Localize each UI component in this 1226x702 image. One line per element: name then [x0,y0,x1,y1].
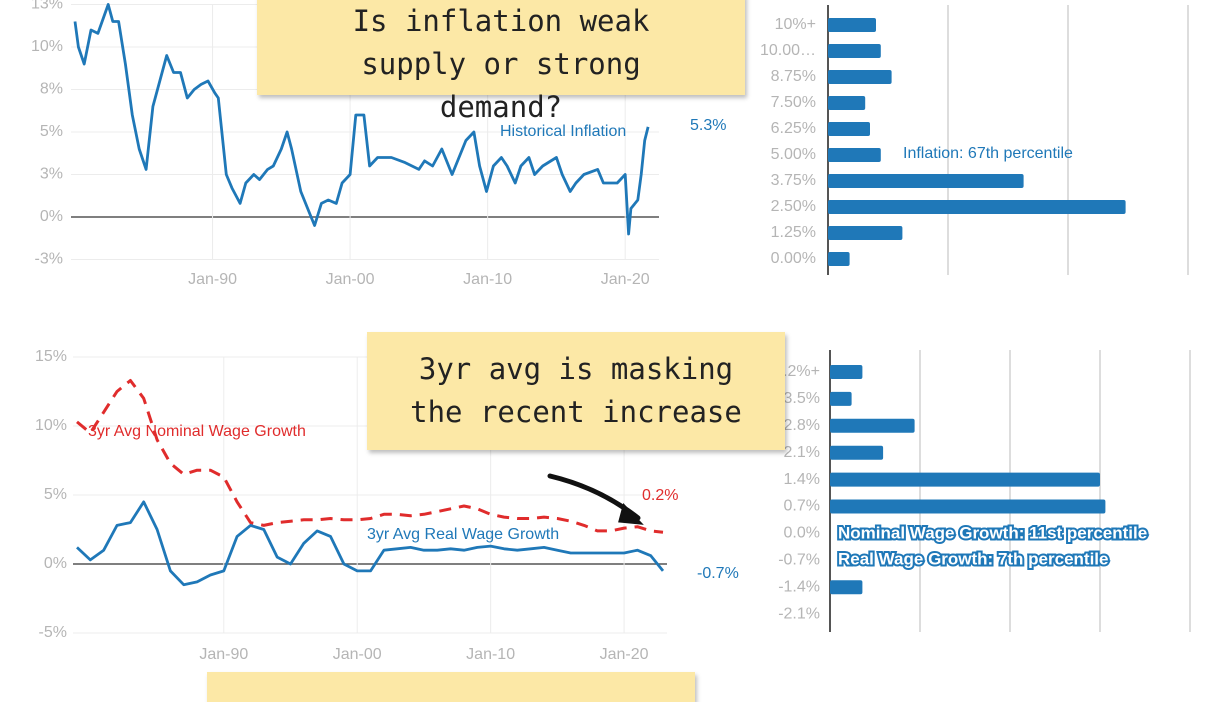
y-tick-label: 5% [44,486,67,503]
y-tick-label: 15% [35,348,67,365]
series-label: Historical Inflation [500,123,626,140]
bar [828,200,1126,214]
bar [828,44,881,58]
y-tick-label: 0% [40,208,63,225]
x-tick-label: Jan-20 [600,646,649,663]
line [76,379,664,534]
y-tick-label: 5.00% [771,146,816,163]
y-tick-label: 1.25% [771,224,816,241]
y-tick-label: 8% [40,81,63,98]
end-label: 0.2% [642,487,678,504]
y-tick-label: 6.25% [771,120,816,137]
sticky-note [207,672,695,702]
annotation: Inflation: 67th percentile [903,145,1073,162]
bar [830,391,852,406]
bar [828,252,850,266]
y-tick-label: 10% [31,38,63,55]
y-tick-label: 10.00… [760,42,816,59]
series-label: 3yr Avg Nominal Wage Growth [88,423,306,440]
bar [830,472,1100,487]
bar [828,148,881,162]
y-tick-label: 3% [40,166,63,183]
y-tick-label: 8.75% [771,68,816,85]
series-label: 3yr Avg Real Wage Growth [367,526,559,543]
y-tick-label: 3.75% [771,172,816,189]
y-tick-label: 0.7% [784,498,820,515]
y-tick-label: -2.1% [778,605,820,622]
y-tick-label: 7.50% [771,94,816,111]
y-tick-label: 2.8% [784,417,820,434]
arrow-head [618,503,644,525]
y-tick-label: 10% [35,417,67,434]
bar [830,365,863,379]
y-tick-label: 2.50% [771,198,816,215]
bar [828,174,1024,188]
y-tick-label: 0% [44,555,67,572]
y-tick-label: -0.7% [778,552,820,569]
end-label: -0.7% [697,565,739,582]
bar [830,499,1106,514]
x-tick-label: Jan-00 [333,646,382,663]
y-tick-label: 4.2%+ [774,363,820,380]
bar [828,18,876,32]
y-tick-label: 10%+ [775,16,816,33]
bar [830,580,863,595]
y-tick-label: 0.0% [784,525,820,542]
x-tick-label: Jan-00 [326,271,375,288]
x-tick-label: Jan-10 [466,646,515,663]
sticky-note: 3yr avg is masking the recent increase [367,332,785,450]
y-tick-label: -3% [35,251,63,268]
bar [828,96,866,110]
bar [828,70,892,84]
line [76,500,665,587]
bar [830,445,884,460]
line [73,3,650,236]
y-tick-label: -5% [39,624,67,641]
bar [828,226,903,240]
x-tick-label: Jan-90 [188,271,237,288]
x-tick-label: Jan-90 [199,646,248,663]
y-tick-label: 1.4% [784,471,820,488]
bar [828,122,870,136]
x-tick-label: Jan-20 [601,271,650,288]
annotation: Nominal Wage Growth: 11st percentile [838,523,1147,542]
y-tick-label: 3.5% [784,390,820,407]
x-tick-label: Jan-10 [463,271,512,288]
sticky-note: Is inflation weak supply or strong deman… [257,0,745,124]
y-tick-label: 13% [31,0,63,13]
y-tick-label: 2.1% [784,444,820,461]
bar [830,418,915,433]
annotation: Real Wage Growth: 7th percentile [838,549,1108,568]
y-tick-label: 0.00% [771,250,816,267]
y-tick-label: -1.4% [778,578,820,595]
end-label: 5.3% [690,117,726,134]
y-tick-label: 5% [40,123,63,140]
